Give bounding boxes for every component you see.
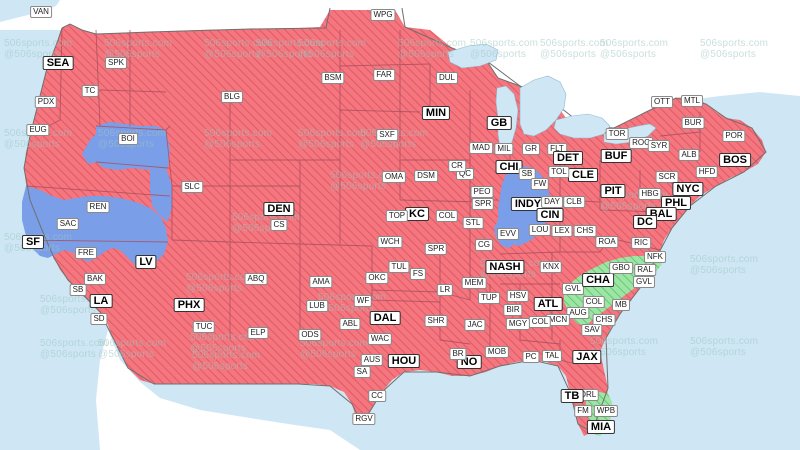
blue-coverage-region [22,122,172,268]
